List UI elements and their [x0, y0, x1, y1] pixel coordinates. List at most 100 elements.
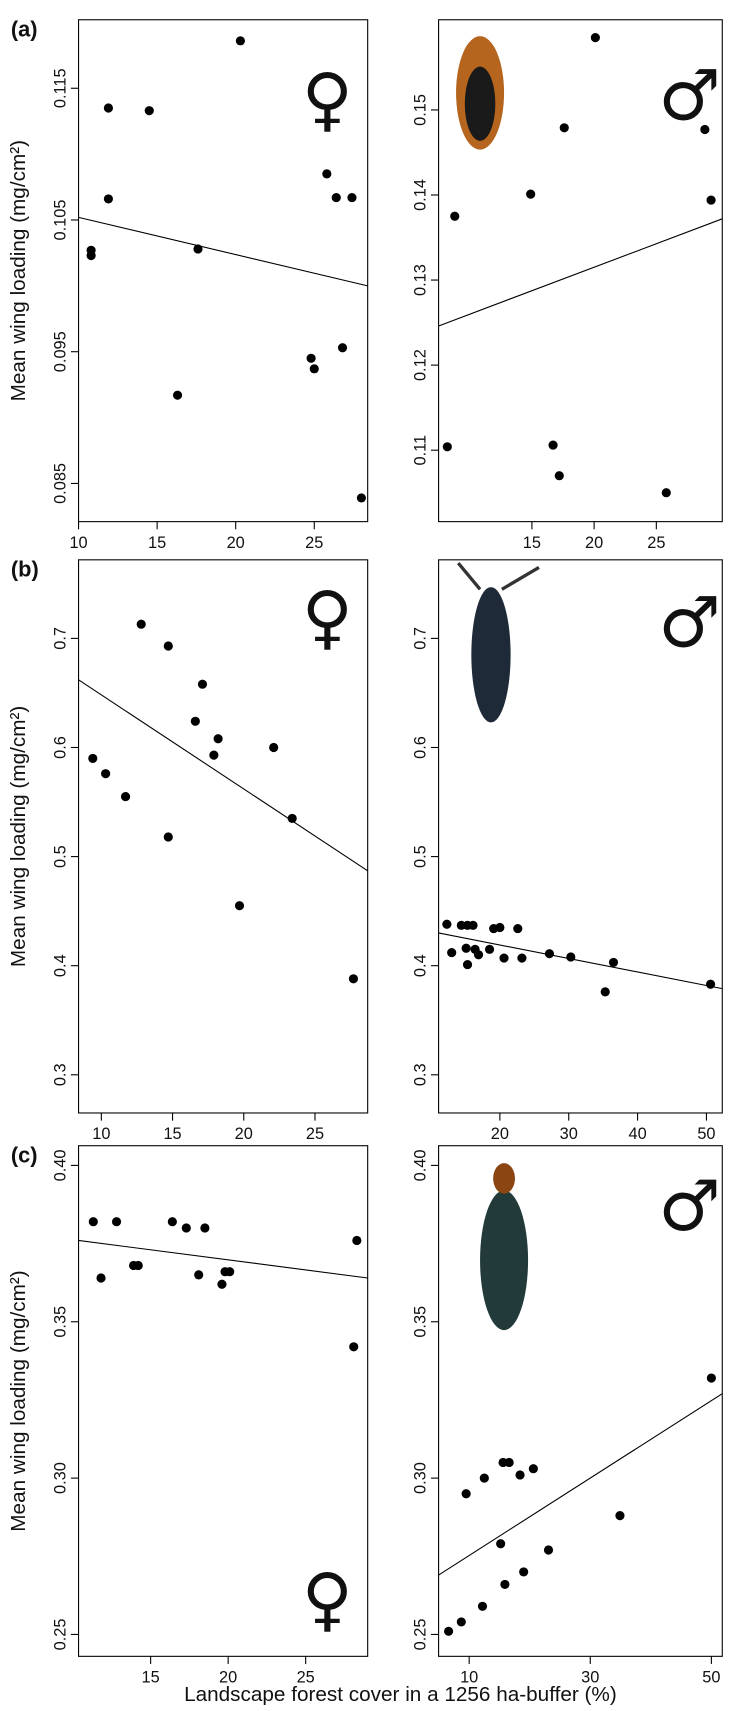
point	[86, 250, 96, 261]
point	[193, 244, 203, 254]
point	[225, 1267, 235, 1277]
beetle-antenna	[456, 562, 482, 591]
point	[197, 679, 208, 689]
point	[706, 195, 716, 205]
sex-symbol: ♀	[302, 1559, 353, 1640]
point	[615, 1511, 625, 1521]
y-tick-label: 0.30	[411, 1462, 429, 1494]
point	[322, 169, 332, 179]
x-tick-label: 25	[297, 1668, 315, 1686]
beetle-c	[480, 1163, 529, 1331]
y-tick-label: 0.12	[411, 349, 429, 381]
y-tick-label: 0.25	[51, 1619, 69, 1651]
point	[500, 1579, 510, 1589]
y-tick-label: 0.35	[51, 1306, 69, 1338]
point	[461, 1489, 471, 1499]
point	[706, 1373, 716, 1383]
y-axis-label: Mean wing loading (mg/cm²)	[7, 706, 30, 967]
x-tick-label: 10	[69, 534, 87, 552]
point	[700, 124, 710, 135]
point	[209, 750, 219, 760]
y-tick-label: 0.5	[51, 845, 69, 868]
plot-frame	[78, 19, 369, 523]
point	[269, 742, 279, 753]
point	[462, 960, 473, 970]
trend-line	[78, 216, 368, 287]
point	[526, 189, 536, 199]
x-tick-label: 20	[227, 534, 245, 552]
point	[519, 1567, 529, 1577]
y-tick-label: 0.3	[51, 1063, 69, 1086]
point	[163, 832, 173, 842]
x-tick-label: 20	[491, 1125, 509, 1143]
sex-symbol: ♀	[302, 59, 353, 140]
y-tick-label: 0.35	[411, 1306, 429, 1338]
x-axis-label: Landscape forest cover in a 1256 ha-buff…	[184, 1683, 617, 1706]
y-tick-label: 0.15	[411, 94, 429, 126]
trend-line	[438, 932, 723, 990]
y-tick-label: 0.6	[51, 736, 69, 759]
beetle-body	[471, 587, 511, 723]
y-axis-label: Mean wing loading (mg/cm²)	[7, 140, 30, 401]
point	[200, 1223, 210, 1233]
x-tick-label: 30	[581, 1668, 599, 1686]
y-tick-label: 0.7	[411, 627, 429, 650]
y-tick-label: 0.6	[411, 736, 429, 759]
plot-frame	[78, 559, 369, 1114]
point	[442, 442, 452, 452]
point	[356, 493, 366, 503]
y-tick-label: 0.3	[411, 1063, 429, 1086]
panel: 0.25 0.30 0.35 0.40 10 30 50 ♂	[411, 1145, 723, 1686]
y-tick-label: 0.115	[51, 68, 69, 108]
point	[496, 1539, 506, 1549]
x-tick-label: 50	[702, 1668, 720, 1686]
panel-label: (a)	[11, 16, 38, 41]
x-tick-label: 30	[560, 1125, 578, 1143]
y-tick-label: 0.4	[51, 954, 69, 977]
beetle-antenna	[501, 566, 540, 591]
point	[347, 193, 357, 203]
plot-frame	[78, 1145, 369, 1657]
point	[337, 343, 348, 353]
point	[544, 949, 555, 959]
point	[479, 1473, 489, 1483]
x-tick-label: 25	[305, 534, 323, 552]
plot-frame	[438, 559, 723, 1114]
point	[103, 194, 113, 204]
point	[473, 950, 484, 960]
sex-symbol: ♀	[302, 577, 353, 658]
point	[181, 1223, 191, 1233]
point	[234, 901, 245, 911]
point	[495, 922, 505, 933]
point	[705, 979, 716, 989]
point	[103, 103, 113, 113]
point	[309, 364, 319, 374]
plot-frame	[438, 19, 723, 523]
point	[528, 1464, 538, 1474]
trend-line	[78, 679, 368, 872]
point	[504, 1457, 514, 1468]
point	[111, 1217, 122, 1227]
point	[194, 1270, 204, 1280]
beetle-a	[456, 36, 505, 150]
panel-label: (c)	[11, 1142, 38, 1167]
trend-line	[438, 218, 723, 327]
point	[217, 1279, 227, 1289]
x-tick-label: 40	[628, 1125, 646, 1143]
panel: 0.25 0.30 0.35 0.40 15 20 25 Mean wing loading …	[7, 1142, 369, 1686]
y-tick-label: 0.13	[411, 264, 429, 296]
point	[96, 1273, 106, 1283]
panel: 0.3 0.4 0.5 0.6 0.7 20 30 40 50 ♂	[411, 559, 723, 1143]
y-tick-label: 0.7	[51, 627, 69, 650]
beetle-images	[456, 36, 540, 1331]
y-tick-label: 0.5	[411, 845, 429, 868]
point	[477, 1601, 488, 1611]
point	[513, 924, 523, 934]
point	[235, 36, 245, 46]
x-tick-label: 15	[163, 1125, 181, 1143]
x-tick-label: 20	[585, 534, 603, 552]
sex-symbol: ♂	[658, 583, 721, 664]
point	[456, 1617, 466, 1627]
panel-label: (b)	[11, 557, 39, 582]
